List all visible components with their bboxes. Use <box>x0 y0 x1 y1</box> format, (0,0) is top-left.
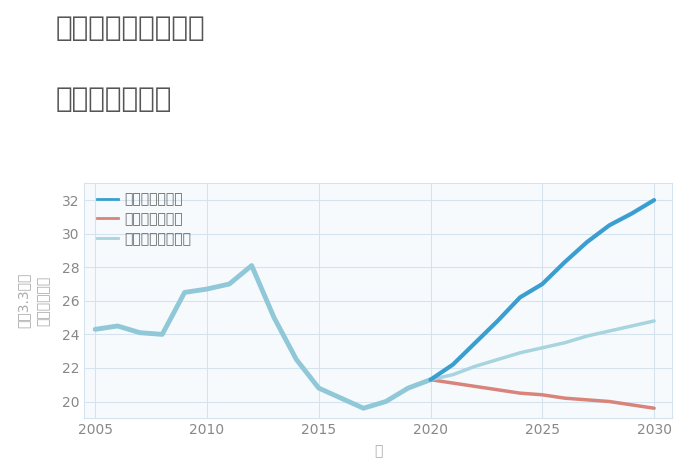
ノーマルシナリオ <box>606 328 614 334</box>
バッドシナリオ <box>449 380 457 386</box>
ノーマルシナリオ <box>426 377 435 383</box>
Line: バッドシナリオ: バッドシナリオ <box>430 380 654 408</box>
バッドシナリオ <box>516 390 524 396</box>
ノーマルシナリオ <box>449 372 457 377</box>
グッドシナリオ <box>628 211 636 216</box>
グッドシナリオ <box>606 222 614 228</box>
グッドシナリオ <box>426 377 435 383</box>
グッドシナリオ <box>516 295 524 300</box>
Text: 千葉県八街市大関の: 千葉県八街市大関の <box>56 14 206 42</box>
バッドシナリオ <box>583 397 592 403</box>
バッドシナリオ <box>628 402 636 407</box>
Y-axis label: 平（3.3㎡）
単価（万円）: 平（3.3㎡） 単価（万円） <box>17 273 50 329</box>
Line: ノーマルシナリオ: ノーマルシナリオ <box>430 321 654 380</box>
バッドシナリオ <box>494 387 502 392</box>
ノーマルシナリオ <box>538 345 547 351</box>
Legend: グッドシナリオ, バッドシナリオ, ノーマルシナリオ: グッドシナリオ, バッドシナリオ, ノーマルシナリオ <box>97 193 192 246</box>
グッドシナリオ <box>583 239 592 245</box>
グッドシナリオ <box>561 259 569 265</box>
ノーマルシナリオ <box>628 323 636 329</box>
バッドシナリオ <box>538 392 547 398</box>
ノーマルシナリオ <box>516 350 524 356</box>
グッドシナリオ <box>471 340 480 345</box>
バッドシナリオ <box>561 395 569 401</box>
ノーマルシナリオ <box>650 318 658 324</box>
バッドシナリオ <box>471 384 480 389</box>
グッドシナリオ <box>449 362 457 368</box>
グッドシナリオ <box>538 281 547 287</box>
ノーマルシナリオ <box>583 333 592 339</box>
Text: 土地の価格推移: 土地の価格推移 <box>56 85 172 113</box>
グッドシナリオ <box>494 318 502 324</box>
X-axis label: 年: 年 <box>374 444 382 458</box>
バッドシナリオ <box>606 399 614 404</box>
ノーマルシナリオ <box>561 340 569 345</box>
グッドシナリオ <box>650 197 658 203</box>
バッドシナリオ <box>650 406 658 411</box>
ノーマルシナリオ <box>494 357 502 362</box>
Line: グッドシナリオ: グッドシナリオ <box>430 200 654 380</box>
バッドシナリオ <box>426 377 435 383</box>
ノーマルシナリオ <box>471 363 480 369</box>
